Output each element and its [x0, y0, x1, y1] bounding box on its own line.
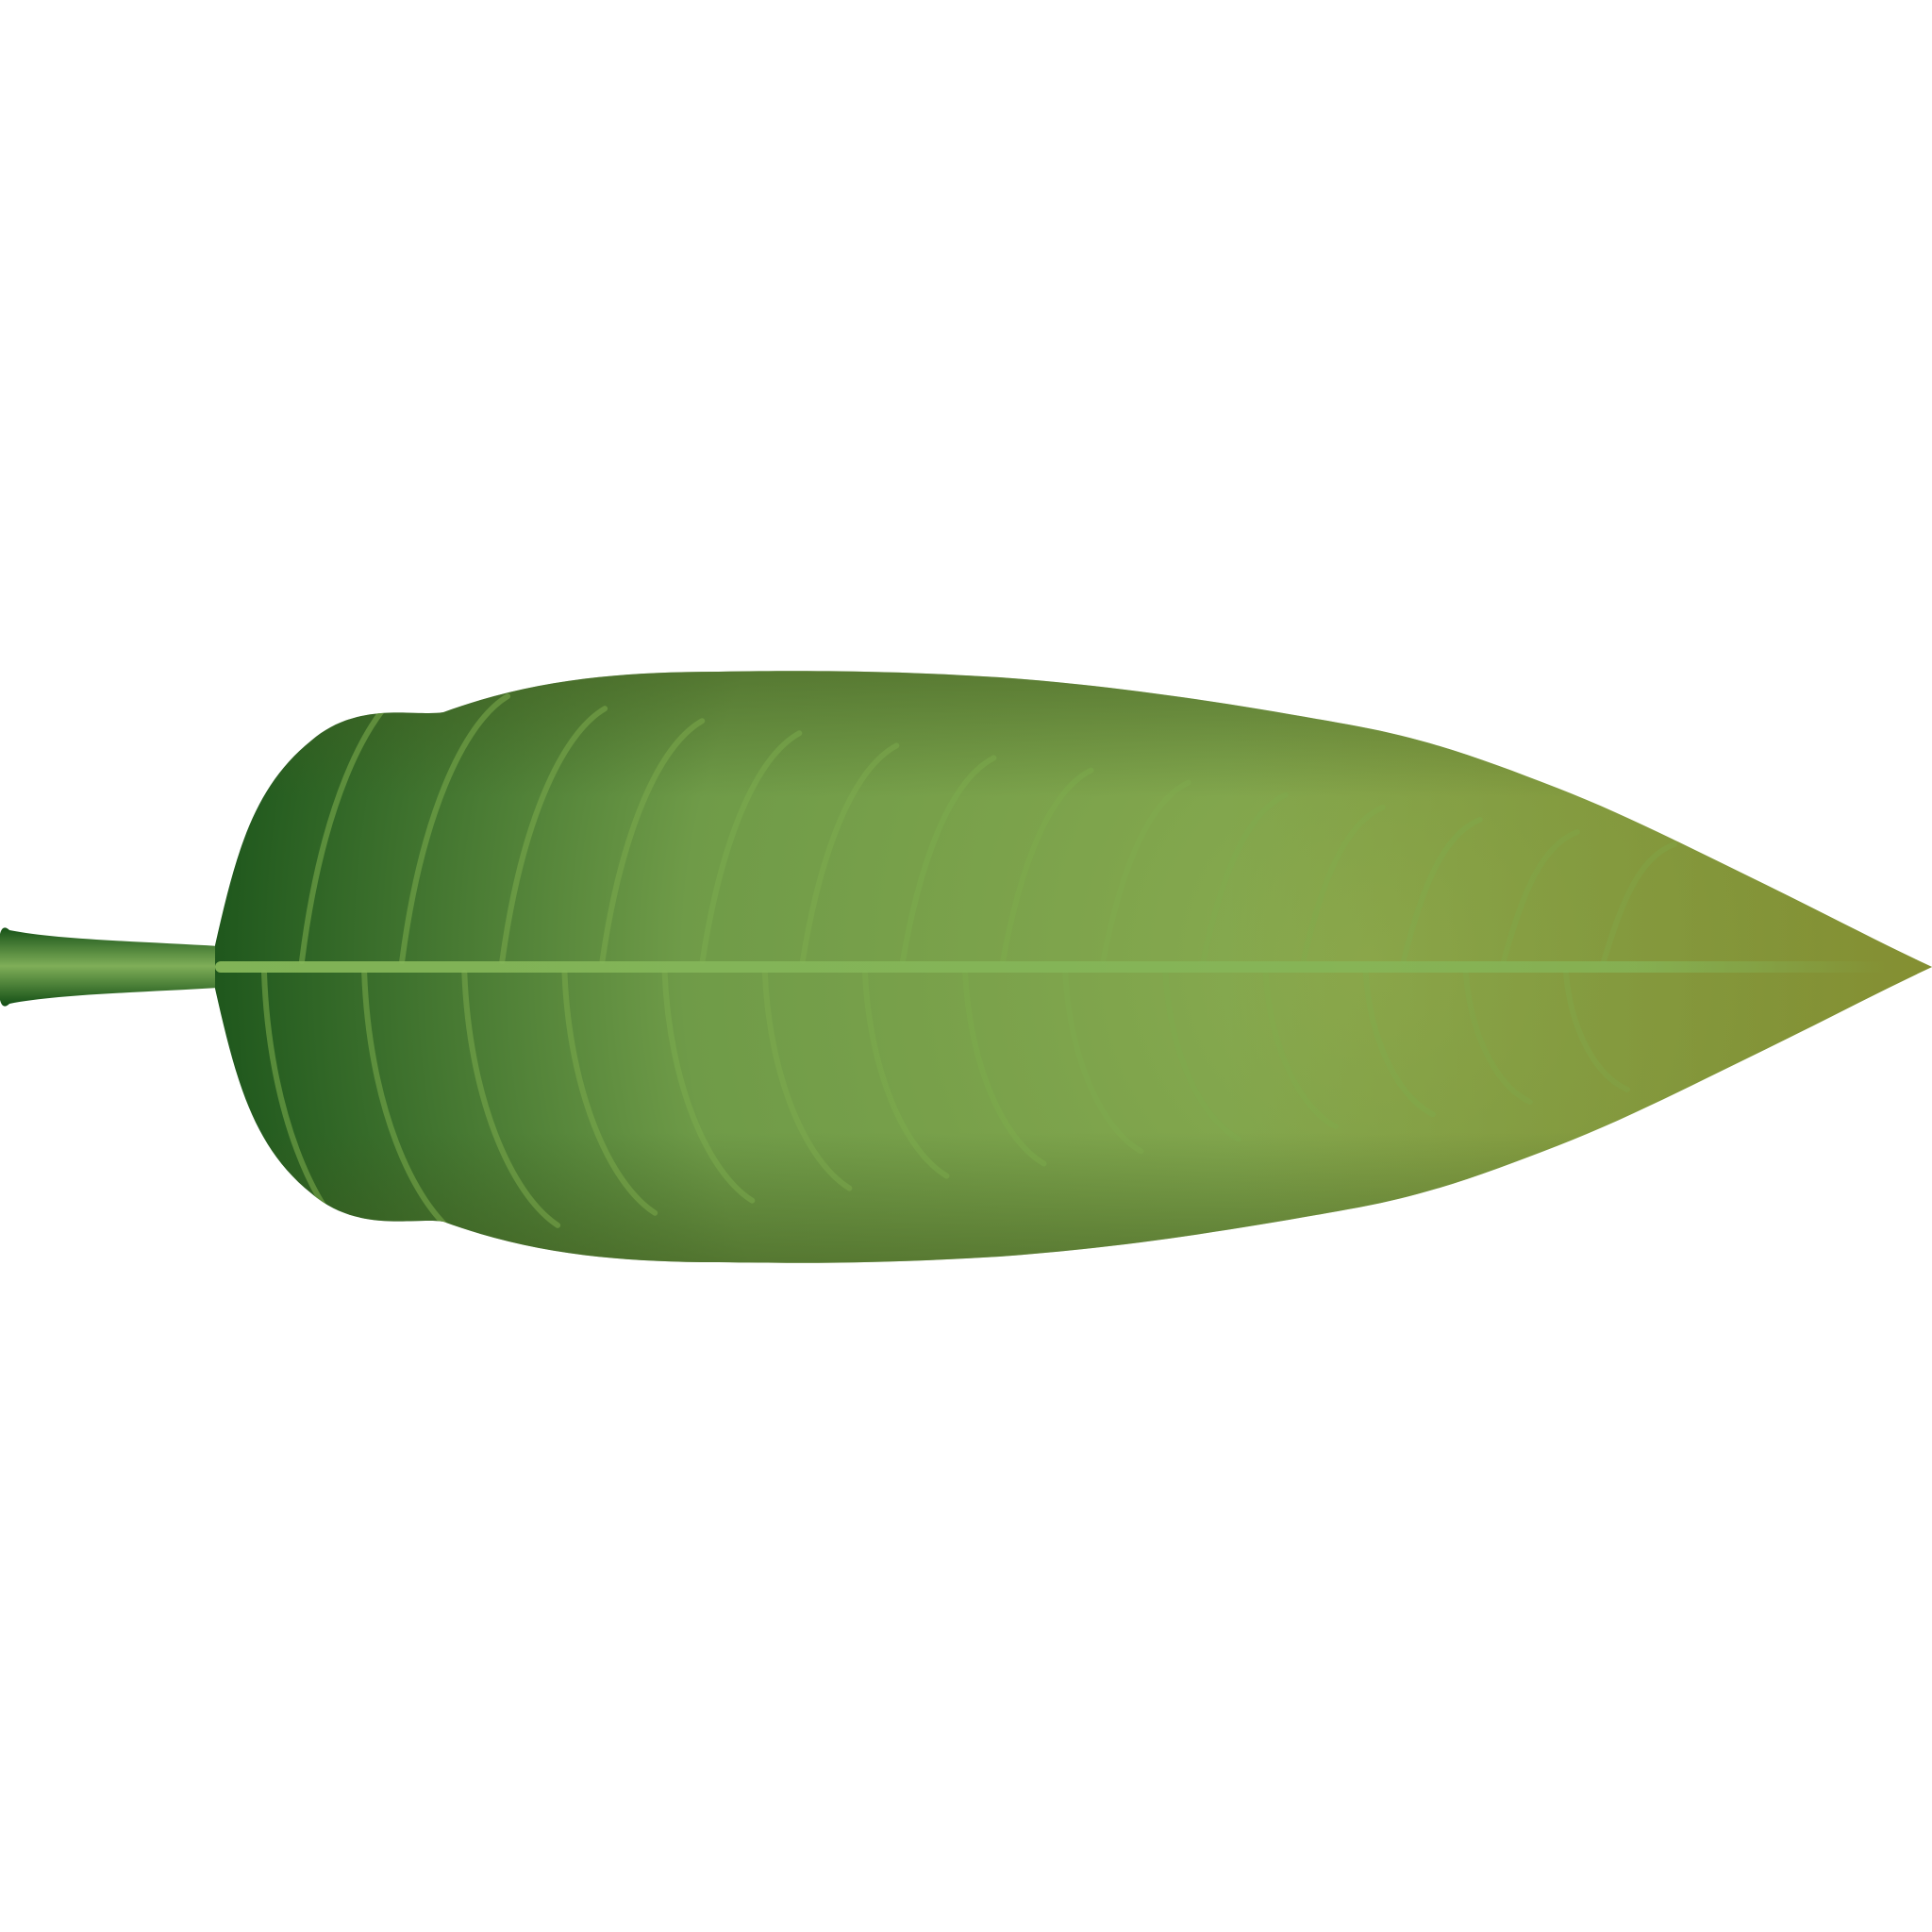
leaf-vein-lower [1262, 970, 1339, 1130]
leaf-vein-upper [1000, 767, 1094, 964]
leaf-vein-upper [1200, 791, 1289, 964]
leaf-midrib [215, 961, 1894, 973]
leaf-vein-upper [699, 730, 803, 964]
leaf-vein-upper [1400, 816, 1483, 964]
leaf-vein-lower [561, 970, 658, 1216]
leaf-vein-upper [399, 693, 511, 964]
leaf-vein-lower [962, 970, 1047, 1167]
leaf-vein-upper [799, 742, 900, 964]
leaf-vein-lower [1563, 970, 1630, 1092]
leaf-vein-upper [1601, 841, 1677, 964]
leaf-vein-lower [1062, 970, 1144, 1155]
leaf-vein-lower [1162, 970, 1241, 1142]
leaf-vein-upper [1100, 779, 1191, 964]
leaf-vein-upper [899, 755, 997, 964]
leaf-vein-upper [599, 718, 706, 964]
leaf-vein-lower [761, 970, 853, 1191]
leaf-vein-lower [861, 970, 950, 1179]
leaf-vein-upper [1300, 804, 1386, 964]
leaf-petiole [0, 927, 219, 1007]
leaf-vein-lower [661, 970, 756, 1204]
leaf-vein-upper [499, 706, 608, 964]
leaf-vein-upper [1500, 828, 1580, 964]
leaf-vein-lower [361, 970, 464, 1241]
leaf-vein-lower [461, 970, 561, 1228]
leaf-vein-lower [1462, 970, 1533, 1106]
leaf-veins [261, 681, 1677, 1253]
leaf-vein-lower [1362, 970, 1436, 1118]
